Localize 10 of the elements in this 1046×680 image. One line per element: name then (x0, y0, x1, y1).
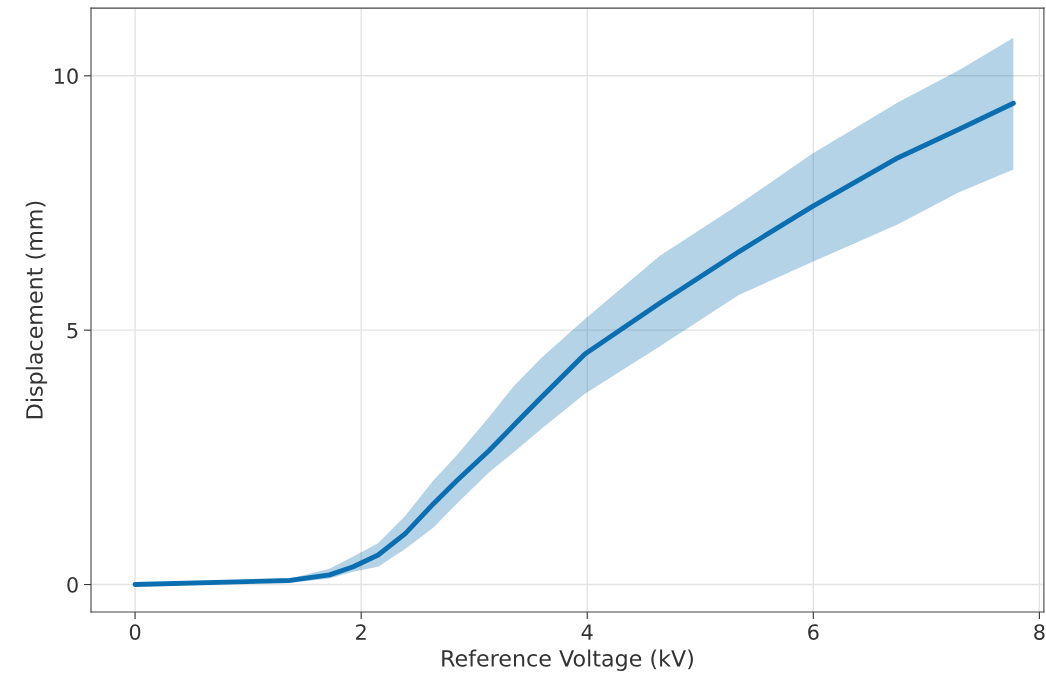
y-tick-label: 10 (54, 68, 78, 85)
y-axis-title: Displacement (mm) (25, 201, 48, 419)
x-axis-title: Reference Voltage (kV) (442, 649, 693, 672)
x-tick-label: 8 (1034, 624, 1045, 640)
x-tick-label: 2 (356, 624, 366, 640)
x-tick-label: 6 (808, 624, 819, 640)
y-tick-label: 0 (67, 576, 78, 593)
x-tick-label: 4 (581, 624, 593, 640)
x-tick-label: 0 (129, 624, 141, 640)
y-tick-label: 5 (67, 322, 78, 339)
